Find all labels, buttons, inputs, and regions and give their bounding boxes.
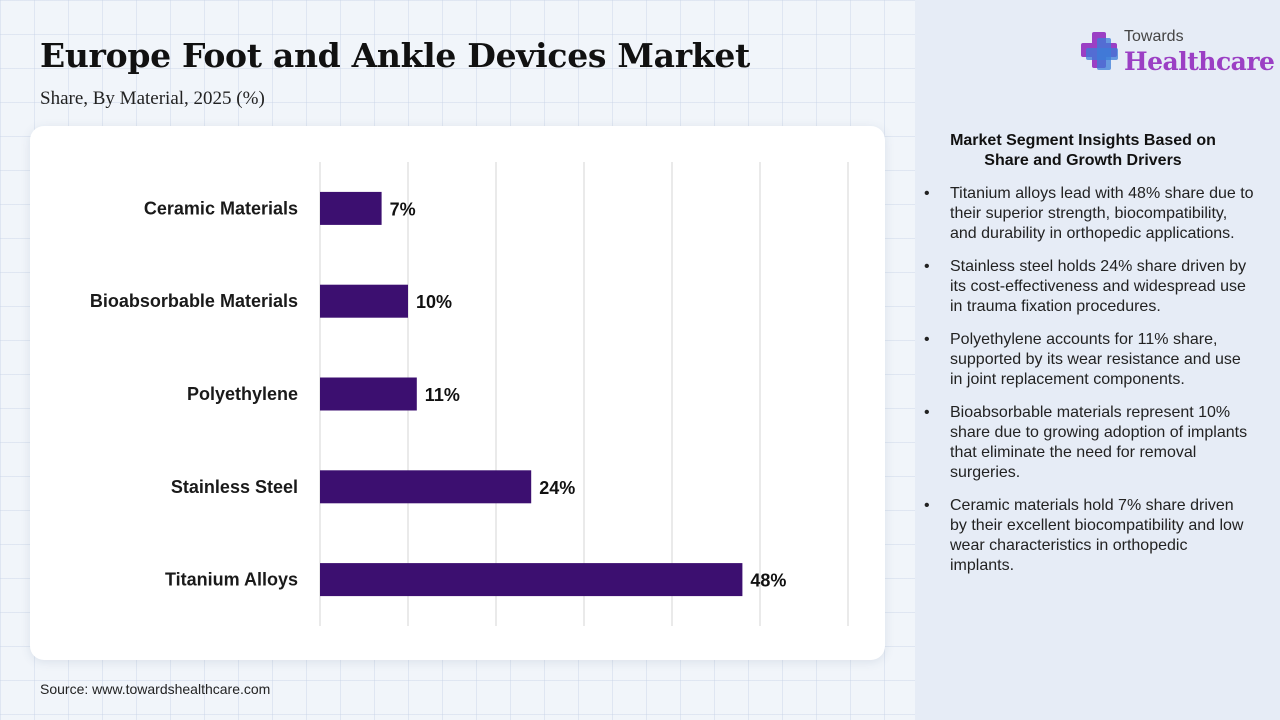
insight-item: Bioabsorbable materials represent 10% sh… xyxy=(924,403,1254,483)
towards-healthcare-logo: Towards Healthcare xyxy=(1080,28,1275,78)
category-label: Stainless Steel xyxy=(171,477,298,497)
data-label: 48% xyxy=(750,571,786,591)
source-note: Source: www.towardshealthcare.com xyxy=(40,681,271,697)
insight-item: Ceramic materials hold 7% share driven b… xyxy=(924,496,1254,576)
chart-card: Ceramic Materials 7% Bioabsorbable Materia… xyxy=(30,126,885,660)
insight-item: Polyethylene accounts for 11% share, sup… xyxy=(924,330,1254,390)
bar xyxy=(320,470,532,504)
bar xyxy=(320,284,408,318)
medical-cross-icon xyxy=(1081,32,1118,70)
insights-list: Titanium alloys lead with 48% share due … xyxy=(924,184,1254,589)
data-label: 10% xyxy=(416,292,452,312)
bar-chart: Ceramic Materials 7% Bioabsorbable Materia… xyxy=(90,162,849,626)
data-label: 7% xyxy=(390,199,416,219)
bar xyxy=(320,563,743,597)
insight-item: Titanium alloys lead with 48% share due … xyxy=(924,184,1254,244)
page-subtitle: Share, By Material, 2025 (%) xyxy=(40,88,265,109)
category-label: Ceramic Materials xyxy=(144,198,298,218)
logo-small-text: Towards xyxy=(1124,28,1184,45)
page-title: Europe Foot and Ankle Devices Market xyxy=(40,36,750,75)
category-label: Polyethylene xyxy=(187,384,298,404)
insight-item: Stainless steel holds 24% share driven b… xyxy=(924,257,1254,317)
insights-title: Market Segment Insights Based on Share a… xyxy=(950,132,1216,169)
bar xyxy=(320,377,417,411)
logo-big-text: Healthcare xyxy=(1124,47,1275,76)
category-label: Bioabsorbable Materials xyxy=(90,291,298,311)
data-label: 24% xyxy=(539,478,575,498)
bar xyxy=(320,191,382,225)
category-label: Titanium Alloys xyxy=(165,570,298,590)
data-label: 11% xyxy=(425,385,460,405)
